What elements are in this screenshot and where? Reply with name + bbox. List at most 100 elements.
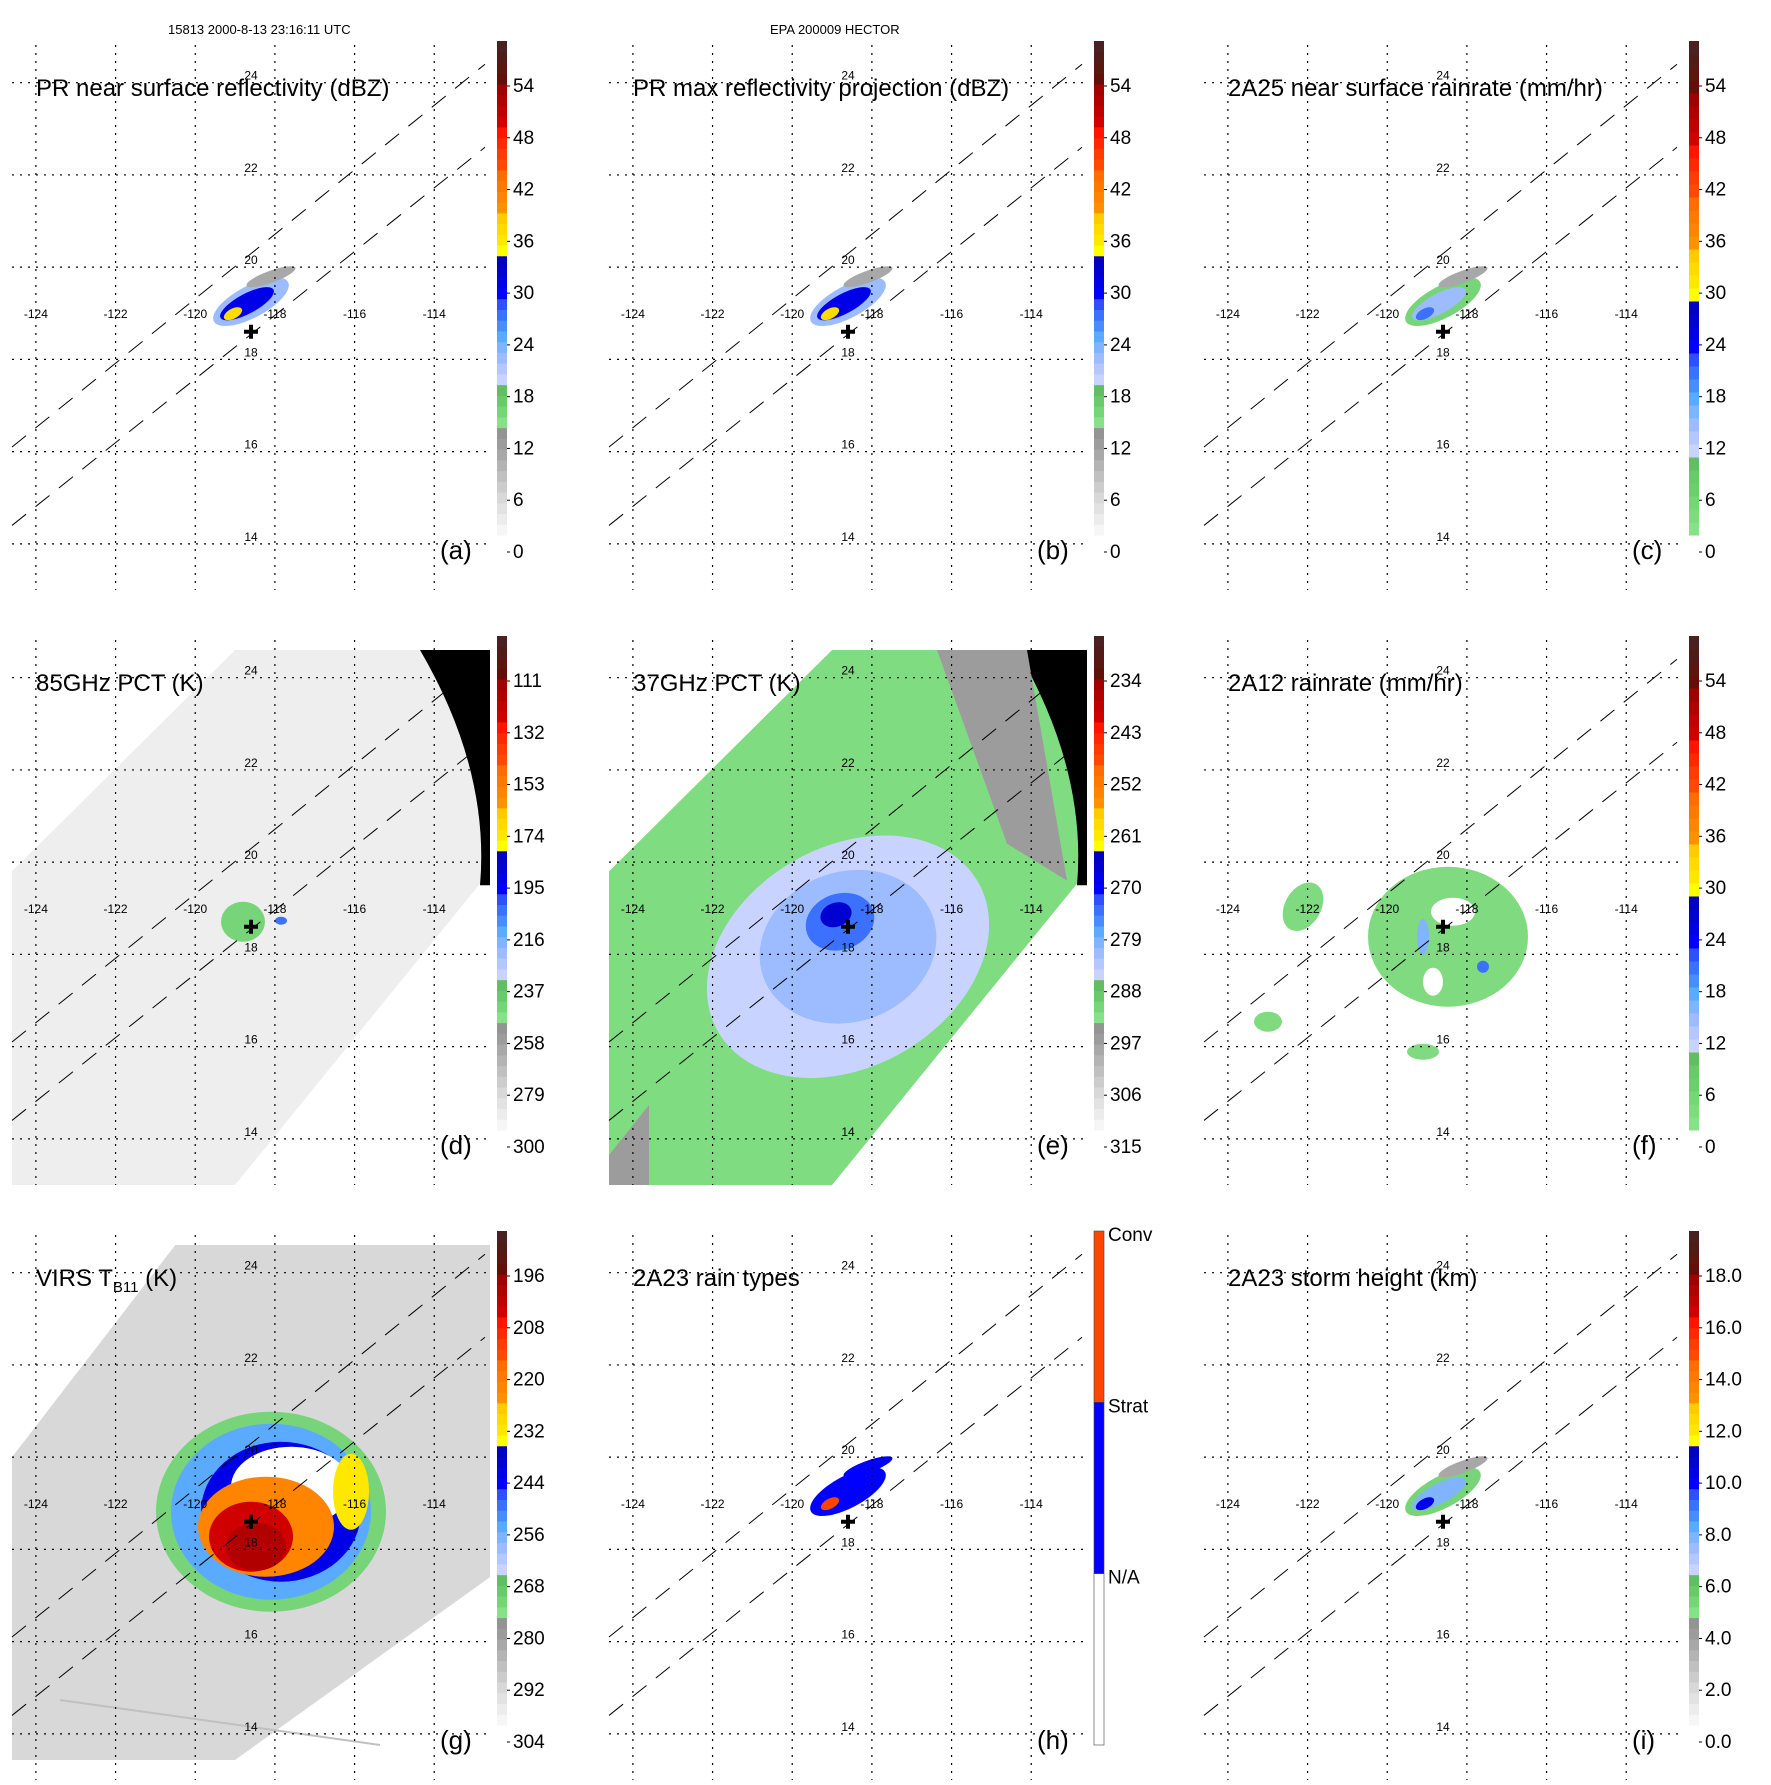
colorbar-swatch: [497, 1606, 507, 1619]
colorbar: 234 243 252 261 270 279 288 297 306 315: [1094, 636, 1142, 1158]
colorbar-swatch: [1689, 366, 1699, 380]
lat-tick-label: 14: [244, 530, 258, 544]
outer-rainband: [246, 266, 296, 288]
colorbar-swatch: [1689, 857, 1699, 871]
pr-swath-edge: [608, 146, 1083, 526]
colorbar-swatch: [497, 298, 507, 310]
field-layer: [810, 266, 893, 326]
colorbar-swatch: [1094, 797, 1104, 809]
colorbar-swatch: [497, 1108, 507, 1120]
panel-label: (d): [440, 1130, 472, 1160]
lon-tick-label: -114: [1615, 902, 1638, 916]
colorbar-swatch: [1094, 636, 1104, 648]
colorbar-tick-label: 12.0: [1705, 1421, 1742, 1442]
colorbar-tick-label: 48: [513, 128, 534, 149]
map-plot-c: -124 -122 -120 -118 -116 -114 24 22 20 18 16 14 54 48…: [1203, 41, 1727, 590]
colorbar-swatch: [1689, 1574, 1699, 1586]
colorbar-tick-label: 12: [513, 438, 534, 459]
colorbar-swatch: [1689, 392, 1699, 406]
colorbar-tick-label: 42: [1705, 775, 1726, 796]
colorbar-swatch: [1094, 743, 1104, 755]
colorbar-swatch: [1689, 1649, 1699, 1662]
colorbar-swatch: [497, 732, 507, 744]
colorbar-swatch: [1094, 893, 1104, 905]
echo-region: [1368, 866, 1528, 1007]
colorbar-swatch: [497, 169, 507, 182]
colorbar: 196 208 220 232 244 256 268 280 292 304: [497, 1231, 545, 1753]
echo-region: [1431, 897, 1475, 926]
lat-tick-label: 18: [244, 940, 258, 954]
colorbar-swatch: [497, 309, 507, 321]
colorbar-swatch: [497, 1022, 507, 1034]
colorbar-swatch: [1094, 1054, 1104, 1067]
colorbar-tick-label: 174: [513, 826, 545, 847]
colorbar-swatch: [1689, 483, 1699, 497]
colorbar-swatch: [1094, 850, 1104, 863]
colorbar-swatch: [497, 764, 507, 777]
colorbar-segment: [1093, 1230, 1105, 1403]
colorbar-swatch: [1094, 83, 1104, 96]
lon-tick-label: -124: [621, 902, 645, 916]
colorbar-swatch: [1689, 184, 1699, 198]
colorbar-swatch: [1689, 1499, 1699, 1511]
field-layer: [213, 266, 296, 326]
colorbar-swatch: [497, 1119, 507, 1131]
colorbar-swatch: [497, 384, 507, 396]
lat-tick-label: 16: [1436, 1033, 1450, 1047]
echo-region: [1254, 1011, 1282, 1032]
colorbar-swatch: [497, 223, 507, 235]
colorbar-swatch: [1689, 1392, 1699, 1404]
lon-tick-label: -114: [423, 1497, 446, 1511]
colorbar-swatch: [1689, 145, 1699, 159]
colorbar-swatch: [497, 1660, 507, 1672]
colorbar-swatch: [1689, 714, 1699, 728]
colorbar-swatch: [1094, 309, 1104, 321]
colorbar-swatch: [1094, 872, 1104, 884]
colorbar-swatch: [1689, 132, 1699, 146]
colorbar-swatch: [1094, 968, 1104, 981]
colorbar-tick-label: 220: [513, 1370, 545, 1391]
lon-tick-label: -122: [1296, 307, 1320, 321]
colorbar-tick-label: 24: [1110, 335, 1132, 356]
panel-f: -124 -122 -120 -118 -116 -114 24 22 20 18 16 14 54 48…: [1192, 630, 1771, 1190]
colorbar-tick-label: 256: [513, 1525, 545, 1546]
lon-tick-label: -124: [24, 307, 48, 321]
colorbar-swatch: [1689, 1117, 1699, 1131]
colorbar-swatch: [1094, 646, 1104, 658]
colorbar-swatch: [497, 492, 507, 504]
storm-center-cross-icon: [1436, 919, 1450, 934]
colorbar-tick-label: 12: [1705, 1033, 1726, 1054]
colorbar-tick-label: 268: [513, 1577, 545, 1598]
lat-tick-label: 18: [1436, 345, 1450, 359]
warm-region: [937, 650, 1067, 881]
colorbar-swatch: [1094, 320, 1104, 332]
colorbar-swatch: [1689, 818, 1699, 832]
colorbar-swatch: [1094, 492, 1104, 504]
panel-title: 2A23 storm height (km): [1228, 1265, 1478, 1292]
colorbar-swatch: [1689, 1703, 1699, 1715]
colorbar-tick-label: 6.0: [1705, 1577, 1731, 1598]
colorbar-tick-label: 0: [1110, 542, 1121, 563]
lon-tick-label: -116: [940, 307, 963, 321]
colorbar-swatch: [497, 1065, 507, 1077]
colorbar-swatch: [1094, 807, 1104, 820]
colorbar-tick-label: 297: [1110, 1033, 1142, 1054]
colorbar-swatch: [1689, 1628, 1699, 1640]
storm-center-cross-icon: [841, 324, 855, 339]
lat-tick-label: 24: [244, 664, 258, 678]
colorbar-tick-label: 258: [513, 1033, 545, 1054]
colorbar-swatch: [497, 341, 507, 353]
title-subscript: B11: [112, 1278, 139, 1296]
lat-tick-label: 16: [244, 1033, 258, 1047]
lat-tick-label: 14: [841, 530, 855, 544]
panel-g: -124 -122 -120 -118 -116 -114 24 22 20 18 16 14 196 2…: [0, 1225, 590, 1785]
colorbar-swatch: [497, 1531, 507, 1543]
colorbar-swatch: [497, 990, 507, 1002]
colorbar-swatch: [497, 234, 507, 246]
colorbar-swatch: [497, 73, 507, 85]
colorbar-swatch: [497, 1097, 507, 1110]
colorbar-swatch: [497, 1617, 507, 1629]
graticule: [608, 1235, 1087, 1780]
lat-tick-label: 22: [841, 756, 855, 770]
lat-tick-label: 16: [841, 1033, 855, 1047]
